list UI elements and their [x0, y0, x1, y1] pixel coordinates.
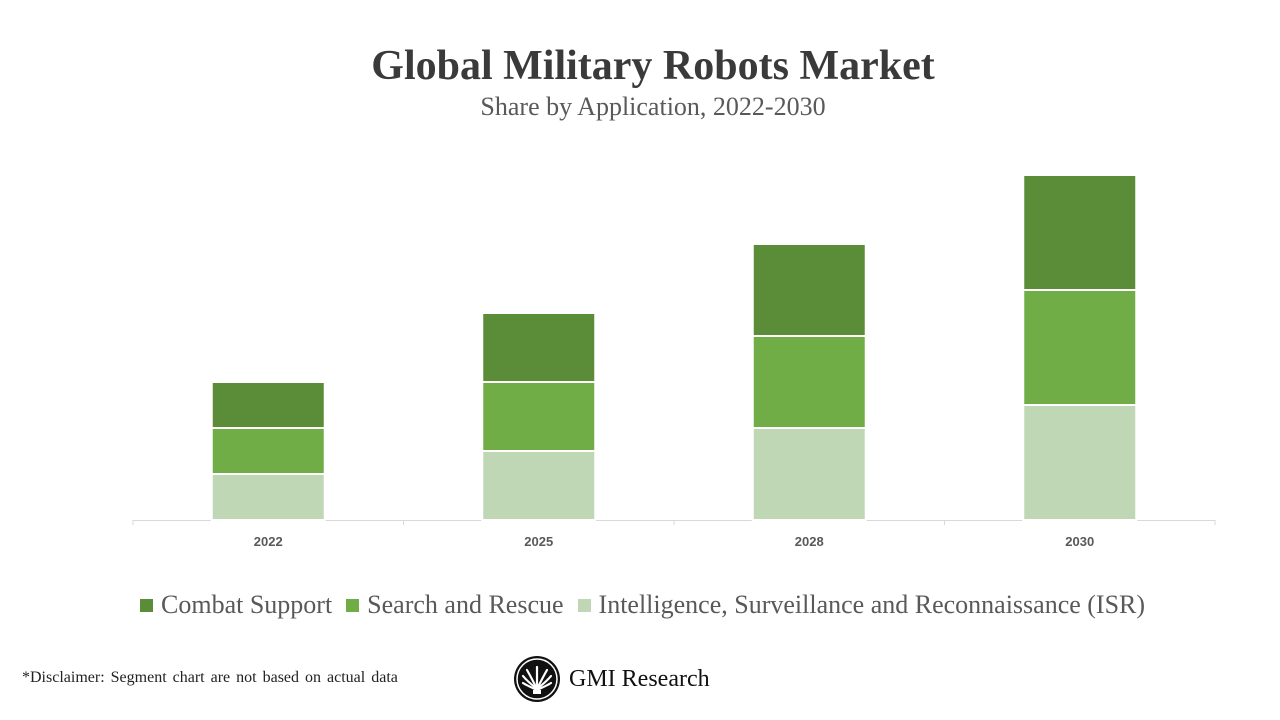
bar-segment-2025-1 [481, 381, 597, 452]
bar-segment-2025-0 [481, 450, 597, 521]
legend-label: Combat Support [161, 590, 333, 619]
legend-item: Search and Rescue [346, 590, 564, 620]
legend-swatch [577, 598, 591, 612]
bar-segment-2022-0 [210, 473, 326, 521]
bar-segment-2030-2 [1022, 174, 1138, 291]
chart-subtitle: Share by Application, 2022-2030 [480, 92, 826, 121]
brand-name: GMI Research [569, 665, 710, 692]
legend: Combat Support Search and Rescue Intellige… [140, 590, 1145, 620]
bar-segment-2028-2 [751, 243, 867, 337]
chart-title: Global Military Robots Market [371, 43, 935, 89]
bar-segment-2030-1 [1022, 289, 1138, 406]
legend-swatch [346, 598, 360, 612]
x-tick-label: 2030 [1065, 534, 1094, 549]
bar-segment-2028-0 [751, 427, 867, 521]
bar-segment-2022-1 [210, 427, 326, 475]
x-tick-label: 2022 [254, 534, 283, 549]
gmi-logo-icon [514, 656, 560, 702]
x-tick-label: 2025 [524, 534, 553, 549]
bar-segment-2028-1 [751, 335, 867, 429]
brand-logo: GMI Research [513, 655, 710, 703]
bar-segment-2030-0 [1022, 404, 1138, 521]
bar-segment-2022-2 [210, 381, 326, 429]
legend-label: Intelligence, Surveillance and Reconnais… [598, 590, 1146, 619]
legend-item: Intelligence, Surveillance and Reconnais… [577, 590, 1146, 620]
disclaimer: *Disclaimer: Segment chart are not based… [22, 669, 398, 686]
legend-item: Combat Support [140, 590, 332, 620]
legend-label: Search and Rescue [367, 590, 564, 619]
x-tick-label: 2028 [795, 534, 824, 549]
legend-swatch [140, 598, 153, 612]
bar-segment-2025-2 [481, 312, 597, 383]
